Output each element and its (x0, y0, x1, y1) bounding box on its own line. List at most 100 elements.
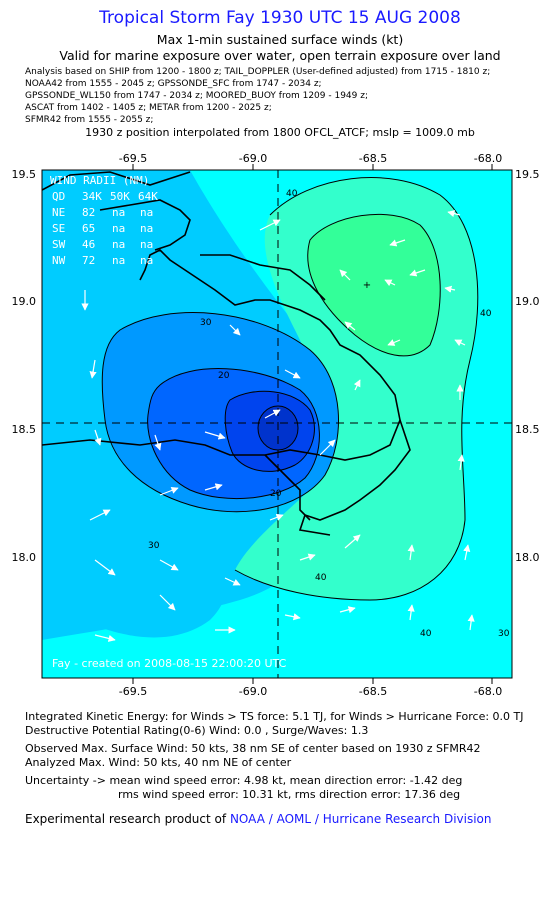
band-lower-left (42, 565, 226, 638)
radii-cell: 65 (82, 222, 95, 235)
wind-vector (407, 544, 415, 561)
axes: -69.5 -69.0 -68.5 -68.0 -69.5 -69.0 -68.… (12, 152, 540, 698)
wind-vector (264, 409, 281, 419)
analysis-line: Analysis based on SHIP from 1200 - 1800 … (25, 67, 491, 77)
wind-vector (344, 534, 361, 549)
contour-label: 40 (286, 189, 298, 199)
contour-40-east (234, 177, 479, 601)
wind-map: + 40 40 30 20 20 30 40 30 40 WIND RADII … (12, 152, 540, 698)
wind-vector (344, 321, 356, 331)
contour-label: 40 (420, 629, 432, 639)
analysis-line: GPSSONDE_WL150 from 1747 - 2034 z; MOORE… (25, 91, 368, 101)
wind-vector (224, 577, 241, 586)
wind-vector (353, 379, 361, 391)
wind-vector (204, 431, 226, 440)
ike-line: Integrated Kinetic Energy: for Winds > T… (25, 710, 524, 723)
credit-prefix: Experimental research product of (25, 812, 227, 826)
radii-cell: SW (52, 238, 66, 251)
lat-tick-label: 18.0 (515, 551, 540, 564)
wind-vector (384, 279, 396, 287)
radii-cell: na (112, 238, 125, 251)
wind-vector (89, 359, 97, 379)
exposure-note: Valid for marine exposure over water, op… (59, 48, 501, 63)
coastline-hispaniola-edge (42, 171, 191, 191)
map-title: Tropical Storm Fay 1930 UTC 15 AUG 2008 (99, 8, 461, 28)
wind-vector (463, 544, 471, 561)
lon-tick-label: -68.0 (474, 152, 502, 165)
wind-vector (409, 269, 426, 277)
radii-cell: NE (52, 206, 65, 219)
wind-vector (94, 559, 116, 576)
contour-label: 40 (480, 309, 492, 319)
contour-label: 20 (218, 371, 230, 381)
credit-line: Experimental research product of NOAA / … (25, 812, 492, 826)
coastline (42, 249, 401, 461)
contour-label: 30 (498, 629, 510, 639)
uncertainty-line-1: Uncertainty -> mean wind speed error: 4.… (25, 774, 463, 787)
wind-vector (319, 439, 336, 456)
radii-cell: na (140, 222, 153, 235)
wind-vector (457, 454, 465, 471)
radii-cell: na (112, 254, 125, 267)
contour-label: 30 (200, 318, 212, 328)
wind-vector (387, 339, 401, 346)
analysis-line: ASCAT from 1402 - 1405 z; METAR from 120… (25, 103, 272, 113)
uncertainty-line-2: rms wind speed error: 10.31 kt, rms dire… (118, 788, 461, 801)
lon-tick-label: -68.5 (359, 685, 387, 698)
radii-cell: na (140, 254, 153, 267)
lon-tick-label: -69.5 (119, 685, 147, 698)
radii-cell: 46 (82, 238, 95, 251)
wind-radii-title: WIND RADII (NM) (50, 174, 149, 187)
lat-tick-label: 19.5 (515, 168, 540, 181)
coastline-sw (264, 454, 311, 521)
analysis-line: SFMR42 from 1555 - 2055 z; (25, 115, 154, 125)
wind-vector (154, 434, 162, 451)
radii-header-qd: QD (52, 190, 65, 203)
wind-vector (89, 509, 111, 521)
wind-vector (259, 219, 281, 231)
wind-vector (339, 269, 351, 281)
wind-vector (467, 614, 475, 631)
lat-tick-label: 19.5 (12, 168, 37, 181)
radii-cell: NW (52, 254, 66, 267)
wind-vector (389, 239, 406, 247)
radii-header-64k: 64K (138, 190, 158, 203)
wind-vector (204, 483, 223, 491)
lon-tick-label: -68.0 (474, 685, 502, 698)
wind-vectors (81, 210, 475, 642)
wind-field: + 40 40 30 20 20 30 40 30 40 WIND RADII … (42, 170, 512, 678)
wind-vector (284, 369, 301, 379)
coastline-north (99, 199, 326, 301)
wind-vector (447, 210, 461, 218)
radii-cell: na (112, 222, 125, 235)
wind-vector (407, 604, 415, 621)
obs-max-line: Observed Max. Surface Wind: 50 kts, 38 n… (25, 742, 481, 755)
radii-cell: 82 (82, 206, 95, 219)
wind-vector (159, 486, 179, 496)
wind-vector (159, 594, 176, 611)
lat-tick-label: 18.5 (515, 423, 540, 436)
contour-label: 40 (315, 573, 327, 583)
hrd-link[interactable]: NOAA / AOML / Hurricane Research Divisio… (229, 812, 492, 826)
wind-vector (454, 339, 466, 347)
lat-tick-label: 19.0 (515, 295, 540, 308)
wind-vector (299, 553, 316, 561)
lat-tick-label: 19.0 (12, 295, 37, 308)
wind-vector (94, 429, 102, 446)
radii-cell: SE (52, 222, 65, 235)
wind-vector (339, 606, 356, 614)
lon-tick-label: -69.0 (239, 685, 267, 698)
analysis-sources: Analysis based on SHIP from 1200 - 1800 … (25, 66, 490, 126)
lon-tick-label: -69.0 (239, 152, 267, 165)
contour-label: 30 (148, 541, 160, 551)
lat-tick-label: 18.0 (12, 551, 37, 564)
radii-cell: 72 (82, 254, 95, 267)
max-wind-marker: + (363, 280, 371, 291)
wind-vector (159, 559, 179, 571)
analyzed-max-line: Analyzed Max. Wind: 50 kts, 40 nm NE of … (25, 756, 292, 769)
radii-cell: na (140, 238, 153, 251)
lat-tick-label: 18.5 (12, 423, 37, 436)
wind-vector (284, 613, 301, 621)
radii-cell: na (140, 206, 153, 219)
analysis-line: NOAA42 from 1555 - 2045 z; GPSSONDE_SFC … (25, 79, 322, 89)
